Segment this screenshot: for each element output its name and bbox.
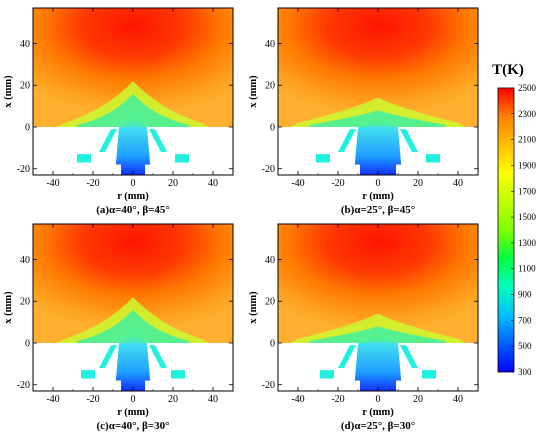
y-tick-label: -20 xyxy=(17,164,30,175)
x-axis-title: r (mm) xyxy=(362,407,394,418)
contour-panel: -40 -20 0 20 40 40 20 0 -20 r (mm) x (mm) (c)α=40°,… xyxy=(3,223,234,432)
y-tick-label: 0 xyxy=(270,338,275,349)
x-tick-label: 40 xyxy=(208,178,218,189)
colorbar-label: 500 xyxy=(518,341,532,351)
x-tick-label: -20 xyxy=(86,178,99,189)
contour-panel: -40 -20 0 20 40 40 20 0 -20 r (mm) x (mm) (a)α=40°,… xyxy=(3,7,234,216)
y-tick-label: 20 xyxy=(265,297,275,308)
panel-caption: (d)α=25°, β=30° xyxy=(341,420,415,432)
x-tick-label: -40 xyxy=(46,178,59,189)
x-tick-label: -20 xyxy=(331,394,344,405)
x-tick-label: 0 xyxy=(376,394,381,405)
x-axis-title: r (mm) xyxy=(362,191,394,202)
x-tick-label: -40 xyxy=(291,178,304,189)
x-tick-label: -40 xyxy=(46,394,59,405)
x-axis-title: r (mm) xyxy=(117,407,149,418)
colorbar: T(K) 2500 2300 2100 1900 1700 1500 1300 1100 900 7… xyxy=(492,62,536,377)
panels-layer: -40 -20 0 20 40 40 20 0 -20 r (mm) x (mm) (a)α=40°,… xyxy=(3,7,479,432)
colorbar-label: 1300 xyxy=(518,238,537,248)
colorbar-label: 1700 xyxy=(518,186,537,196)
x-tick-label: 0 xyxy=(131,178,136,189)
colorbar-label: 2500 xyxy=(518,83,537,93)
y-axis-title: x (mm) xyxy=(3,291,14,324)
x-tick-label: 40 xyxy=(453,394,463,405)
y-tick-label: -20 xyxy=(17,380,30,391)
x-tick-label: 20 xyxy=(413,394,423,405)
colorbar-label: 300 xyxy=(518,367,532,377)
x-tick-label: 40 xyxy=(453,178,463,189)
y-tick-label: 0 xyxy=(270,122,275,133)
temperature-field xyxy=(33,224,233,391)
x-tick-label: -20 xyxy=(331,178,344,189)
colorbar-label: 2300 xyxy=(518,109,537,119)
colorbar-label: 1900 xyxy=(518,160,537,170)
y-tick-label: 40 xyxy=(20,39,30,50)
y-tick-label: -20 xyxy=(262,164,275,175)
y-tick-label: -20 xyxy=(262,380,275,391)
x-tick-label: 20 xyxy=(413,178,423,189)
panel-caption: (c)α=40°, β=30° xyxy=(97,420,170,432)
x-tick-label: 0 xyxy=(376,178,381,189)
x-tick-label: 20 xyxy=(168,178,178,189)
y-tick-label: 20 xyxy=(20,81,30,92)
contour-panel: -40 -20 0 20 40 40 20 0 -20 r (mm) x (mm) (d)α=25°,… xyxy=(248,223,479,432)
colorbar-label: 2100 xyxy=(518,135,537,145)
colorbar-label: 1100 xyxy=(518,264,536,274)
y-tick-label: 0 xyxy=(25,122,30,133)
temperature-field xyxy=(278,8,478,175)
colorbar-label: 1500 xyxy=(518,212,537,222)
y-tick-label: 20 xyxy=(20,297,30,308)
colorbar-label: 700 xyxy=(518,315,532,325)
colorbar-label: 900 xyxy=(518,290,532,300)
x-tick-label: -40 xyxy=(291,394,304,405)
x-tick-label: 20 xyxy=(168,394,178,405)
y-axis-title: x (mm) xyxy=(248,291,259,324)
temperature-field xyxy=(278,224,478,391)
y-tick-label: 40 xyxy=(265,39,275,50)
y-axis-title: x (mm) xyxy=(3,75,14,108)
panel-caption: (b)α=25°, β=45° xyxy=(341,204,415,216)
x-tick-label: 0 xyxy=(131,394,136,405)
y-tick-label: 40 xyxy=(265,255,275,266)
y-tick-label: 20 xyxy=(265,81,275,92)
x-axis-title: r (mm) xyxy=(117,191,149,202)
y-tick-label: 0 xyxy=(25,338,30,349)
colorbar-scale xyxy=(497,87,515,373)
panel-caption: (a)α=40°, β=45° xyxy=(96,204,170,216)
y-tick-label: 40 xyxy=(20,255,30,266)
x-tick-label: 40 xyxy=(208,394,218,405)
y-axis-title: x (mm) xyxy=(248,75,259,108)
colorbar-title: T(K) xyxy=(492,62,524,78)
contour-panel: -40 -20 0 20 40 40 20 0 -20 r (mm) x (mm) (b)α=25°,… xyxy=(248,7,479,216)
x-tick-label: -20 xyxy=(86,394,99,405)
temperature-field xyxy=(33,8,233,175)
